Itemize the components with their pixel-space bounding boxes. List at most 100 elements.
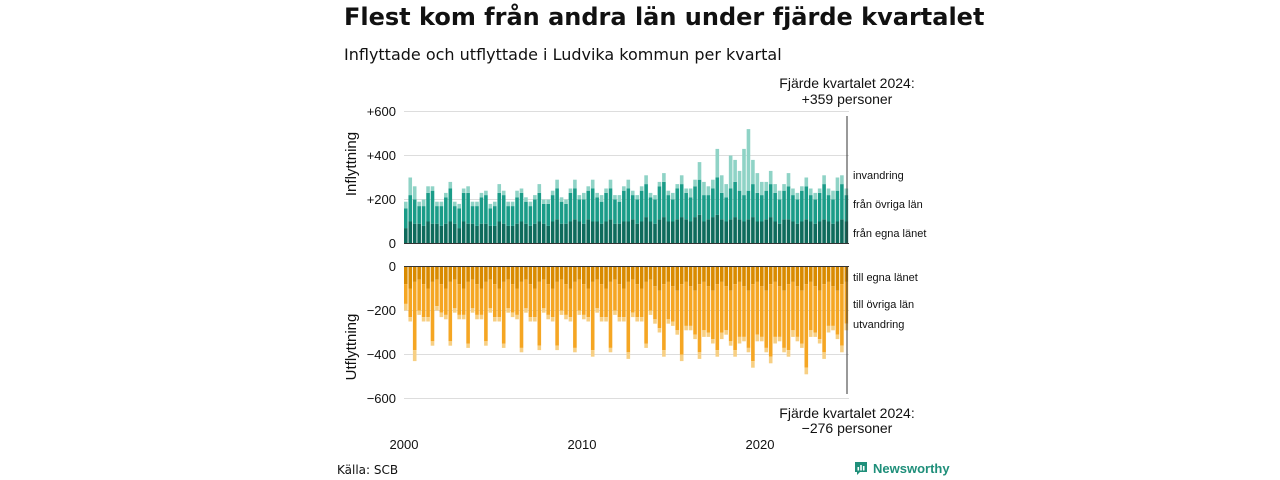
outflow-bar-out_other bbox=[470, 279, 475, 309]
inflow-bar-in_other bbox=[817, 192, 822, 222]
outflow-bar-out_local bbox=[470, 266, 475, 280]
inflow-bar-in_other bbox=[479, 197, 484, 224]
inflow-bar-in_other bbox=[804, 186, 809, 220]
inflow-bar-in_other bbox=[466, 192, 470, 224]
outflow-bar-out_local bbox=[599, 266, 604, 285]
inflow-bar-in_other bbox=[715, 177, 720, 215]
inflow-bar-in_immig bbox=[746, 129, 751, 191]
inflow-tick-0: 0 bbox=[389, 236, 396, 251]
inflow-bar-in_immig bbox=[724, 184, 728, 198]
inflow-bar-in_local bbox=[773, 221, 777, 244]
outflow-bar-out_local bbox=[697, 266, 702, 285]
outflow-bar-out_other bbox=[537, 281, 542, 346]
inflow-bar-in_other bbox=[421, 206, 426, 226]
inflow-bar-in_immig bbox=[604, 188, 608, 193]
outflow-bar-out_emig bbox=[684, 325, 688, 331]
inflow-bar-in_immig bbox=[622, 186, 626, 191]
inflow-bar-in_local bbox=[711, 217, 715, 244]
inflow-bar-in_immig bbox=[835, 177, 840, 191]
outflow-bar-out_emig bbox=[564, 314, 568, 320]
outflow-bar-out_other bbox=[608, 281, 613, 348]
inflow-bar-in_other bbox=[550, 195, 555, 222]
outflow-bar-out_emig bbox=[461, 314, 466, 320]
inflow-bar-in_other bbox=[679, 184, 684, 218]
outflow-bar-out_local bbox=[733, 266, 737, 285]
outflow-bar-out_emig bbox=[719, 332, 724, 340]
outflow-bar-out_local bbox=[657, 266, 662, 291]
outflow-bar-out_other bbox=[555, 281, 559, 346]
outflow-bar-out_emig bbox=[417, 310, 421, 315]
inflow-bar-in_immig bbox=[626, 179, 631, 189]
inflow-bar-in_immig bbox=[595, 192, 599, 198]
outflow-bar-out_other bbox=[764, 290, 769, 348]
inflow-bar-in_immig bbox=[813, 192, 817, 200]
outflow-bar-out_local bbox=[777, 266, 782, 287]
outflow-bar-out_emig bbox=[457, 314, 461, 320]
outflow-bar-out_emig bbox=[546, 314, 550, 320]
x-tick-2000: 2000 bbox=[390, 437, 419, 452]
outflow-bar-out_emig bbox=[706, 332, 711, 337]
outflow-bar-out_other bbox=[671, 286, 675, 322]
inflow-bar-in_local bbox=[822, 219, 826, 244]
outflow-bar-out_local bbox=[564, 266, 568, 285]
outflow-bar-out_other bbox=[466, 281, 470, 344]
inflow-bar-in_local bbox=[635, 223, 639, 244]
inflow-bar-in_immig bbox=[497, 184, 502, 193]
inflow-bar-in_other bbox=[586, 190, 591, 220]
outflow-bar-out_other bbox=[840, 284, 844, 346]
outflow-bar-out_local bbox=[835, 266, 840, 291]
inflow-bar-in_other bbox=[826, 195, 831, 222]
inflow-bar-in_other bbox=[564, 203, 568, 224]
inflow-bar-in_local bbox=[595, 221, 599, 244]
inflow-bar-in_local bbox=[515, 223, 519, 244]
inflow-bar-in_other bbox=[808, 195, 813, 222]
outflow-bar-out_emig bbox=[595, 308, 599, 313]
outflow-bar-out_local bbox=[782, 266, 786, 291]
outflow-bar-out_emig bbox=[586, 317, 591, 322]
inflow-bar-in_other bbox=[724, 197, 728, 222]
outflow-bar-out_local bbox=[506, 266, 510, 280]
outflow-bar-out_other bbox=[711, 290, 715, 340]
inflow-bar-in_immig bbox=[684, 188, 688, 193]
inflow-bar-in_local bbox=[493, 225, 497, 244]
outflow-bar-out_other bbox=[737, 281, 742, 337]
inflow-bar-in_other bbox=[559, 201, 564, 224]
inflow-bar-in_local bbox=[808, 221, 813, 244]
inflow-bar-in_local bbox=[697, 214, 702, 244]
outflow-bar-out_local bbox=[501, 266, 506, 282]
outflow-bar-out_other bbox=[622, 288, 626, 318]
outflow-bar-out_emig bbox=[630, 312, 635, 318]
outflow-bar-out_other bbox=[702, 281, 706, 331]
outflow-bar-out_emig bbox=[751, 361, 755, 368]
outflow-bar-out_local bbox=[524, 266, 528, 280]
inflow-bar-in_other bbox=[782, 190, 786, 220]
outflow-bars bbox=[404, 266, 849, 375]
outflow-bar-out_other bbox=[461, 288, 466, 315]
inflow-bar-in_local bbox=[666, 221, 671, 244]
inflow-bar-in_other bbox=[657, 186, 662, 220]
inflow-bar-in_other bbox=[501, 195, 506, 224]
inflow-bar-in_immig bbox=[582, 192, 586, 200]
outflow-bar-out_local bbox=[786, 266, 791, 285]
inflow-tick-200: +200 bbox=[367, 192, 396, 207]
outflow-bar-out_emig bbox=[573, 347, 577, 353]
outflow-bar-out_emig bbox=[835, 334, 840, 340]
chart-title: Flest kom från andra län under fjärde kv… bbox=[344, 3, 985, 31]
inflow-bar-in_immig bbox=[426, 186, 430, 193]
inflow-bar-in_local bbox=[639, 221, 644, 244]
inflow-bar-in_local bbox=[675, 219, 680, 244]
outflow-bar-out_other bbox=[435, 279, 439, 307]
outflow-bar-out_local bbox=[484, 266, 488, 282]
inflow-bar-in_other bbox=[577, 199, 582, 222]
outflow-bar-out_emig bbox=[817, 339, 822, 344]
outflow-bar-out_local bbox=[452, 266, 457, 280]
inflow-bar-in_local bbox=[760, 221, 764, 244]
legend-from-other-counties: från övriga län bbox=[853, 199, 923, 211]
outflow-bar-out_other bbox=[559, 279, 564, 311]
outflow-bar-out_emig bbox=[711, 339, 715, 344]
outflow-bar-out_other bbox=[421, 284, 426, 318]
inflow-bar-in_local bbox=[622, 221, 626, 244]
inflow-bar-in_other bbox=[582, 199, 586, 224]
outflow-bar-out_local bbox=[421, 266, 426, 285]
inflow-bar-in_local bbox=[706, 219, 711, 244]
